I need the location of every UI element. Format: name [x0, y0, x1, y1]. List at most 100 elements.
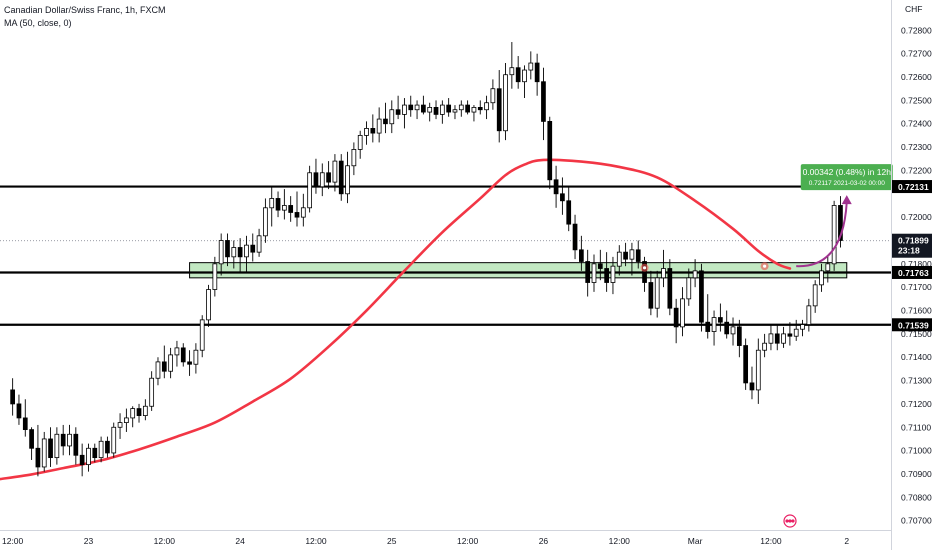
projection-layer: 0.00342 (0.48%) in 12h 0.72117 2021-03-02… — [796, 164, 893, 268]
candle-body — [477, 107, 483, 111]
candle — [433, 100, 439, 120]
candle — [275, 191, 281, 218]
candle — [553, 165, 559, 208]
candle-body — [29, 429, 34, 449]
candle-body — [446, 104, 452, 113]
candle — [174, 340, 180, 367]
time-tick-label: 12:00 — [457, 536, 479, 546]
candle-body — [800, 324, 805, 330]
candle-body — [831, 205, 837, 265]
candle — [282, 189, 287, 220]
candle-body — [168, 354, 173, 372]
candle — [610, 256, 616, 295]
moving-average-layer — [0, 158, 792, 481]
candle-body — [193, 349, 199, 365]
candle — [458, 100, 464, 117]
candle — [136, 403, 142, 423]
candle-body — [111, 426, 117, 454]
candle — [149, 371, 155, 411]
candle — [635, 240, 641, 269]
candle-body — [686, 277, 692, 300]
candle-body — [522, 69, 527, 83]
candle — [819, 263, 824, 292]
candle — [332, 154, 338, 192]
candle-body — [838, 205, 843, 241]
candle-body — [395, 109, 401, 115]
measure-sub-text: 0.72117 2021-03-02 00:00 — [809, 180, 886, 187]
candle-body — [673, 307, 679, 328]
candle — [648, 270, 654, 316]
candle — [629, 242, 635, 276]
candle — [269, 186, 275, 227]
candle-body — [117, 422, 123, 428]
candle — [370, 114, 376, 143]
candle — [168, 347, 173, 379]
candle-body — [357, 135, 363, 150]
candle-body — [819, 270, 824, 286]
horizontal-levels-layer — [0, 185, 891, 326]
price-tick-label: 0.72600 — [901, 72, 932, 82]
candle — [199, 315, 205, 358]
candle-body — [724, 321, 730, 335]
price-tick-label: 0.72400 — [901, 119, 932, 129]
last-price-flag — [892, 233, 932, 258]
candle — [41, 431, 47, 472]
candle — [408, 95, 414, 117]
price-tick-label: 0.70900 — [901, 469, 932, 479]
currency-label: CHF — [905, 4, 922, 14]
candle-body — [503, 74, 508, 132]
candle — [680, 287, 685, 337]
candle — [364, 121, 369, 145]
candle-body — [755, 349, 761, 391]
time-axis[interactable]: 12:00 23 12:00 24 12:00 25 12:00 26 12:00 Mar 12:0… — [2, 536, 849, 546]
candle — [79, 443, 85, 477]
price-tick-label: 0.72300 — [901, 142, 932, 152]
candle-body — [364, 128, 369, 136]
candle-body — [730, 326, 736, 335]
indicator-title[interactable]: MA (50, close, 0) — [4, 18, 72, 28]
candle — [743, 338, 749, 390]
candle — [256, 228, 262, 257]
time-tick-label: Mar — [688, 536, 703, 546]
candle — [427, 102, 433, 122]
candle — [421, 95, 426, 115]
measure-main-text: 0.00342 (0.48%) in 12h — [803, 167, 892, 177]
candle — [768, 324, 774, 351]
time-tick-label: 12:00 — [154, 536, 176, 546]
candle-body — [705, 321, 711, 332]
price-axis[interactable]: CHF 0.72800 0.72700 0.72600 0.72500 0.72400 0.… — [901, 4, 932, 526]
candle-body — [680, 298, 685, 328]
price-tick-label: 0.71500 — [901, 329, 932, 339]
candle-body — [149, 377, 155, 407]
candle — [142, 399, 148, 421]
candle — [383, 102, 388, 134]
candle — [838, 196, 843, 248]
candle-body — [180, 347, 186, 363]
candle-body — [787, 333, 793, 337]
candle-body — [389, 109, 395, 125]
candle-body — [300, 207, 306, 218]
candle-body — [187, 361, 192, 365]
replay-icon[interactable] — [783, 514, 797, 528]
candle-body — [161, 361, 167, 372]
time-tick-label: 24 — [235, 536, 245, 546]
candle-body — [155, 361, 161, 379]
zone-marker-icon — [760, 262, 769, 271]
candle-body — [762, 342, 767, 351]
candle-body — [275, 198, 281, 211]
symbol-title[interactable]: Canadian Dollar/Swiss Franc, 1h, FXCM — [4, 5, 166, 15]
candle-body — [231, 247, 237, 258]
price-tick-label: 0.71200 — [901, 399, 932, 409]
candle-body — [288, 205, 294, 213]
candle-body — [256, 235, 262, 253]
candle-body — [718, 317, 723, 323]
candle — [10, 378, 15, 416]
candle-body — [547, 121, 553, 181]
candle-body — [421, 104, 426, 113]
candle-body — [212, 263, 218, 290]
candle-body — [142, 405, 148, 416]
time-tick-label: 25 — [387, 536, 397, 546]
candle-body — [433, 107, 439, 115]
candle — [718, 303, 723, 332]
